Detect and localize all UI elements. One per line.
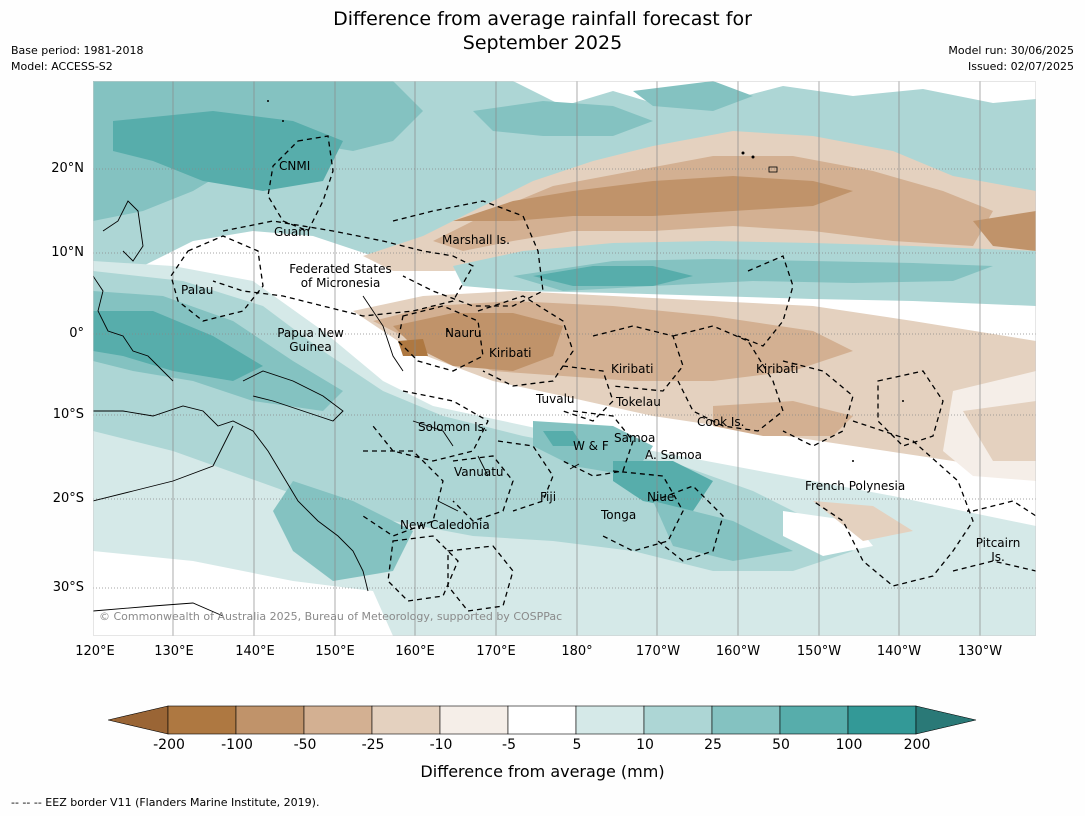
colorbar-cell bbox=[711, 705, 781, 735]
colorbar-label: -200 bbox=[153, 737, 185, 753]
lon-label-130e: 130°E bbox=[154, 644, 194, 659]
colorbar-extend-low bbox=[108, 705, 169, 735]
lat-label-20s: 20°S bbox=[52, 491, 84, 506]
eez-footnote: -- -- -- EEZ border V11 (Flanders Marine… bbox=[11, 796, 320, 809]
place-label-cook-is: Cook Is. bbox=[697, 415, 745, 429]
place-label-niue: Niue bbox=[647, 490, 675, 504]
colorbar-title: Difference from average (mm) bbox=[420, 762, 665, 781]
colorbar-cell bbox=[439, 705, 509, 735]
copyright-notice: © Commonwealth of Australia 2025, Bureau… bbox=[99, 610, 563, 623]
lon-label-130w: 130°W bbox=[957, 644, 1003, 659]
colorbar-label: 25 bbox=[704, 737, 722, 753]
colorbar-label: 200 bbox=[903, 737, 931, 753]
place-label-kiribati-west: Kiribati bbox=[489, 346, 532, 360]
place-label-wallis-futuna: W & F bbox=[573, 439, 609, 453]
base-period-info: Base period: 1981-2018 Model: ACCESS-S2 bbox=[11, 43, 143, 75]
map-title: Difference from average rainfall forecas… bbox=[0, 7, 1085, 55]
rainfall-map bbox=[93, 81, 1036, 636]
place-label-new-caledonia: New Caledonia bbox=[400, 518, 490, 532]
place-label-french-polynesia: French Polynesia bbox=[805, 479, 906, 493]
colorbar-label: -25 bbox=[361, 737, 385, 753]
place-label-kiribati-central: Kiribati bbox=[611, 362, 654, 376]
place-label-png: Papua New Guinea bbox=[277, 326, 344, 354]
colorbar-extend-high bbox=[915, 705, 977, 735]
colorbar-label: -100 bbox=[221, 737, 253, 753]
place-label-vanuatu: Vanuatu bbox=[454, 465, 504, 479]
colorbar bbox=[108, 705, 977, 735]
place-label-tuvalu: Tuvalu bbox=[536, 392, 575, 406]
eez-borders bbox=[170, 135, 1036, 612]
coastlines bbox=[93, 200, 580, 617]
lon-label-170e: 170°E bbox=[476, 644, 516, 659]
place-label-nauru: Nauru bbox=[445, 326, 482, 340]
lat-label-10s: 10°S bbox=[52, 407, 84, 422]
place-label-samoa: Samoa bbox=[614, 431, 656, 445]
colorbar-label: -10 bbox=[429, 737, 453, 753]
colorbar-cell bbox=[235, 705, 305, 735]
place-label-fiji: Fiji bbox=[540, 490, 557, 504]
place-label-american-samoa: A. Samoa bbox=[645, 448, 702, 462]
lon-label-120e: 120°E bbox=[75, 644, 115, 659]
colorbar-cell bbox=[779, 705, 849, 735]
place-label-guam: Guam bbox=[274, 225, 310, 239]
lon-label-150w: 150°W bbox=[796, 644, 842, 659]
colorbar-cell bbox=[167, 705, 237, 735]
lon-label-150e: 150°E bbox=[315, 644, 355, 659]
place-label-tonga: Tonga bbox=[601, 508, 637, 522]
colorbar-label: -50 bbox=[293, 737, 317, 753]
base-period: Base period: 1981-2018 bbox=[11, 44, 144, 57]
place-label-marshall-is: Marshall Is. bbox=[442, 233, 510, 247]
place-label-kiribati-east: Kiribati bbox=[756, 362, 799, 376]
colorbar-label: -5 bbox=[502, 737, 516, 753]
islands bbox=[267, 100, 969, 512]
lat-label-20n: 20°N bbox=[51, 161, 84, 176]
lon-label-140e: 140°E bbox=[235, 644, 275, 659]
colorbar-cell bbox=[371, 705, 441, 735]
lon-label-170w: 170°W bbox=[635, 644, 681, 659]
lon-label-160w: 160°W bbox=[715, 644, 761, 659]
colorbar-label: 100 bbox=[835, 737, 863, 753]
title-line-1: Difference from average rainfall forecas… bbox=[333, 8, 752, 30]
colorbar-label: 5 bbox=[572, 737, 582, 753]
lon-label-180: 180° bbox=[561, 644, 593, 659]
lat-label-10n: 10°N bbox=[51, 245, 84, 260]
colorbar-cell bbox=[643, 705, 713, 735]
colorbar-cell bbox=[847, 705, 917, 735]
place-label-cnmi: CNMI bbox=[279, 159, 311, 173]
colorbar-label: 10 bbox=[636, 737, 654, 753]
place-label-palau: Palau bbox=[181, 283, 214, 297]
place-label-pitcairn-is: Pitcairn Is. bbox=[975, 536, 1021, 564]
issued-date: Issued: 02/07/2025 bbox=[967, 60, 1074, 73]
lat-label-30s: 30°S bbox=[52, 580, 84, 595]
model-run: Model run: 30/06/2025 bbox=[948, 44, 1074, 57]
lon-label-160e: 160°E bbox=[395, 644, 435, 659]
lat-label-equator: 0° bbox=[69, 326, 84, 341]
model-name: Model: ACCESS-S2 bbox=[11, 60, 113, 73]
place-label-fsm: Federated States of Micronesia bbox=[289, 262, 392, 290]
colorbar-cell bbox=[507, 705, 577, 735]
colorbar-label: 50 bbox=[772, 737, 790, 753]
place-label-tokelau: Tokelau bbox=[616, 395, 661, 409]
title-line-2: September 2025 bbox=[462, 32, 623, 54]
model-run-info: Model run: 30/06/2025 Issued: 02/07/2025 bbox=[948, 43, 1074, 75]
colorbar-cell bbox=[575, 705, 645, 735]
place-label-solomon-is: Solomon Is. bbox=[418, 420, 488, 434]
graticule bbox=[93, 81, 1036, 636]
lon-label-140w: 140°W bbox=[876, 644, 922, 659]
colorbar-cell bbox=[303, 705, 373, 735]
